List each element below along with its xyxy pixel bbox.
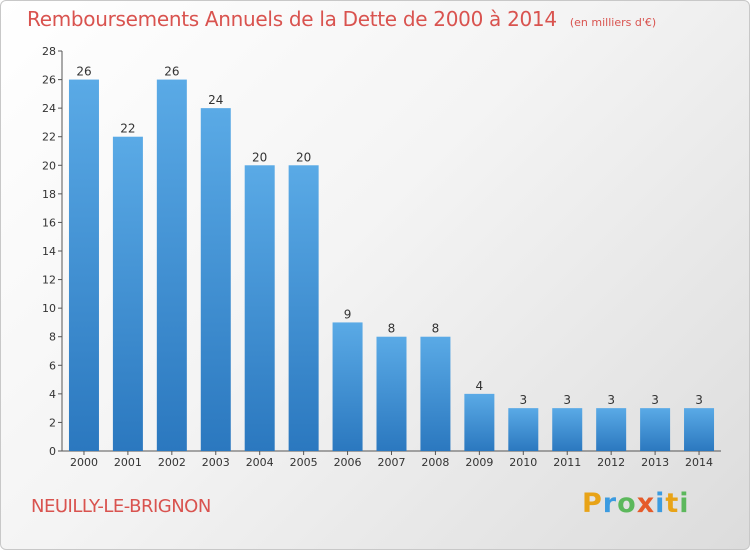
- commune-name: NEUILLY-LE-BRIGNON: [31, 496, 211, 517]
- logo-letter: o: [617, 488, 637, 519]
- bar-value-label: 3: [519, 393, 527, 407]
- y-tick-label: 16: [42, 216, 56, 229]
- y-tick-label: 0: [49, 445, 56, 458]
- y-tick-label: 8: [49, 331, 56, 344]
- x-tick-label: 2014: [685, 456, 713, 469]
- x-tick-label: 2008: [421, 456, 449, 469]
- logo-letter: i: [655, 488, 666, 519]
- x-tick-label: 2005: [290, 456, 318, 469]
- bar: [288, 165, 319, 452]
- bar-value-label: 3: [695, 393, 703, 407]
- bar-value-label: 24: [208, 93, 223, 107]
- logo-letter: x: [636, 488, 656, 519]
- bars: [68, 79, 715, 452]
- y-tick-label: 22: [42, 131, 56, 144]
- x-tick-label: 2003: [202, 456, 230, 469]
- bar-value-label: 3: [563, 393, 571, 407]
- bar: [156, 79, 187, 452]
- y-tick-label: 4: [49, 388, 56, 401]
- bar: [640, 408, 671, 451]
- y-tick-label: 14: [42, 245, 56, 258]
- y-tick-label: 28: [42, 45, 56, 58]
- x-tick-label: 2004: [246, 456, 274, 469]
- title-row: Remboursements Annuels de la Dette de 20…: [27, 7, 656, 31]
- bar: [684, 408, 715, 451]
- x-tick-label: 2000: [70, 456, 98, 469]
- bar-value-label: 9: [344, 307, 352, 321]
- x-tick-label: 2002: [158, 456, 186, 469]
- bar: [508, 408, 539, 451]
- y-tick-label: 26: [42, 74, 56, 87]
- bar: [68, 79, 99, 452]
- bar-value-label: 22: [120, 122, 135, 136]
- labels: 0246810121416182022242628262000222001262…: [42, 45, 713, 469]
- bar: [552, 408, 583, 451]
- x-tick-label: 2012: [597, 456, 625, 469]
- y-tick-label: 20: [42, 159, 56, 172]
- bar: [596, 408, 627, 451]
- bar-value-label: 26: [76, 65, 91, 79]
- bar: [244, 165, 275, 452]
- bar-value-label: 3: [607, 393, 615, 407]
- y-tick-label: 24: [42, 102, 56, 115]
- bar-value-label: 20: [252, 150, 267, 164]
- y-tick-label: 12: [42, 274, 56, 287]
- logo-letter: r: [602, 488, 618, 519]
- x-tick-label: 2013: [641, 456, 669, 469]
- x-tick-label: 2011: [553, 456, 581, 469]
- bar: [332, 322, 363, 451]
- y-tick-label: 10: [42, 302, 56, 315]
- bar: [112, 136, 143, 451]
- bar: [200, 108, 231, 452]
- bar-value-label: 4: [476, 379, 484, 393]
- x-tick-label: 2010: [509, 456, 537, 469]
- logo-letter: i: [679, 488, 690, 519]
- y-tick-label: 2: [49, 416, 56, 429]
- y-tick-label: 6: [49, 359, 56, 372]
- x-tick-label: 2009: [465, 456, 493, 469]
- bar-value-label: 3: [651, 393, 659, 407]
- chart-title: Remboursements Annuels de la Dette de 20…: [27, 7, 557, 31]
- proxiti-logo[interactable]: Proxiti: [582, 488, 690, 519]
- bar: [420, 336, 451, 451]
- logo-letter: P: [582, 488, 603, 519]
- x-tick-label: 2007: [378, 456, 406, 469]
- x-tick-label: 2006: [334, 456, 362, 469]
- y-tick-label: 18: [42, 188, 56, 201]
- bar-value-label: 8: [388, 322, 396, 336]
- chart-unit: (en milliers d'€): [569, 16, 657, 29]
- bar-value-label: 20: [296, 150, 311, 164]
- logo-letter: t: [665, 488, 680, 519]
- bar: [464, 393, 495, 451]
- bar-value-label: 26: [164, 65, 179, 79]
- bar: [376, 336, 407, 451]
- x-tick-label: 2001: [114, 456, 142, 469]
- bar-value-label: 8: [432, 322, 440, 336]
